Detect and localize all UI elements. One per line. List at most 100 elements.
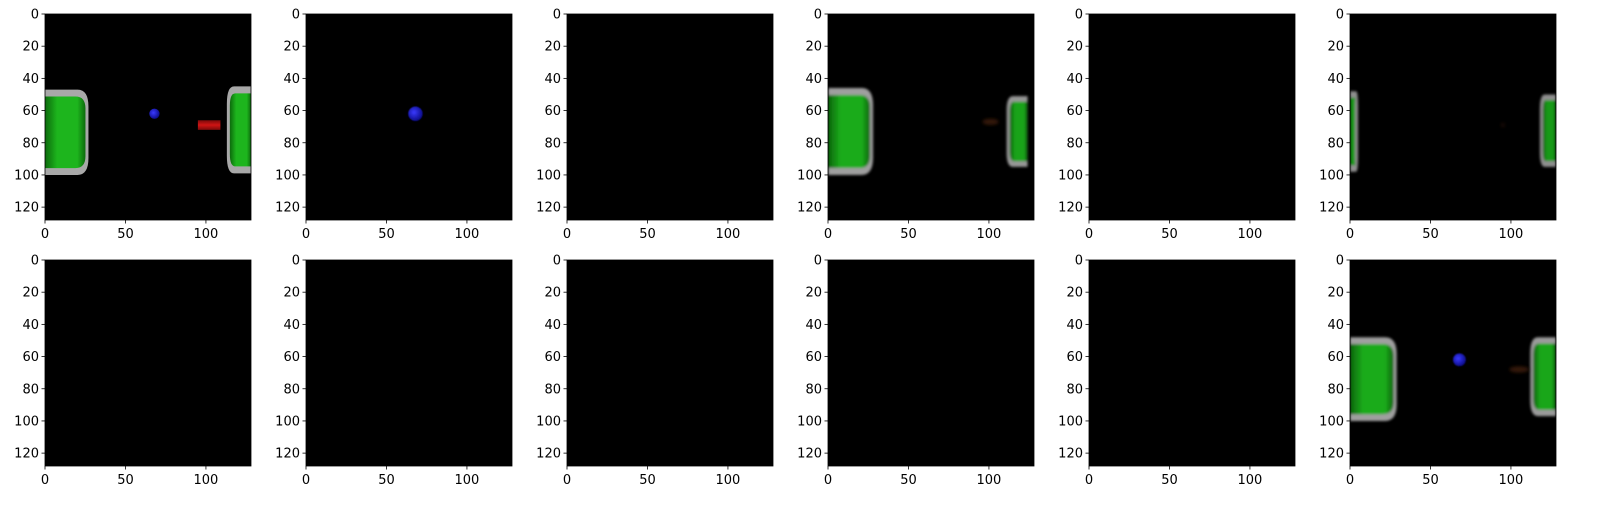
y-tick-label: 100 (1058, 168, 1083, 183)
x-tick-label: 0 (563, 227, 571, 242)
x-tick-label: 0 (41, 473, 49, 488)
x-tick-label: 0 (563, 473, 571, 488)
x-tick-label: 50 (900, 473, 917, 488)
y-tick-label: 60 (283, 350, 300, 365)
green-cup-object (1350, 337, 1397, 421)
y-tick-label: 80 (283, 136, 300, 151)
y-tick-label: 20 (805, 286, 822, 301)
y-tick-label: 100 (1319, 414, 1344, 429)
y-tick-label: 20 (22, 40, 39, 55)
y-tick-label: 100 (797, 168, 822, 183)
image-background (1089, 14, 1295, 220)
x-tick-label: 100 (455, 473, 480, 488)
y-tick-label: 80 (544, 136, 561, 151)
x-tick-label: 100 (194, 473, 219, 488)
axes-frame (566, 259, 774, 467)
green-cup-object (1530, 337, 1556, 417)
x-tick-label: 0 (824, 473, 832, 488)
y-tick-label: 20 (1327, 286, 1344, 301)
x-tick-label: 50 (639, 473, 656, 488)
y-tick-label: 60 (1066, 104, 1083, 119)
y-tick-label: 20 (22, 286, 39, 301)
y-tick-label: 100 (14, 414, 39, 429)
x-tick-label: 0 (1085, 227, 1093, 242)
image-content (1350, 91, 1556, 172)
y-tick-label: 40 (805, 318, 822, 333)
y-tick-label: 80 (805, 136, 822, 151)
y-tick-label: 100 (14, 168, 39, 183)
y-tick-label: 40 (22, 318, 39, 333)
y-tick-label: 20 (1327, 40, 1344, 55)
y-tick-label: 20 (283, 40, 300, 55)
image-content (408, 106, 423, 122)
image-background (567, 260, 773, 466)
y-tick-label: 100 (275, 168, 300, 183)
image-background (828, 260, 1034, 466)
axes-frame (1088, 259, 1296, 467)
x-tick-label: 0 (302, 473, 310, 488)
x-tick-label: 100 (1238, 473, 1263, 488)
y-tick-label: 20 (1066, 40, 1083, 55)
image-background (45, 260, 251, 466)
blue-ball-object (149, 108, 160, 119)
green-cup-object (45, 89, 89, 175)
axes-frame (305, 13, 513, 221)
y-tick-label: 60 (1066, 350, 1083, 365)
y-tick-label: 120 (536, 201, 561, 216)
y-tick-label: 100 (536, 414, 561, 429)
image-content (828, 88, 1028, 175)
y-tick-label: 60 (283, 104, 300, 119)
axes-frame (305, 259, 513, 467)
y-tick-label: 100 (1058, 414, 1083, 429)
image-content (45, 86, 251, 175)
y-tick-label: 120 (1058, 447, 1083, 462)
x-tick-label: 50 (1422, 227, 1439, 242)
y-tick-label: 80 (544, 382, 561, 397)
y-tick-label: 100 (275, 414, 300, 429)
y-tick-label: 120 (14, 201, 39, 216)
axes-frame (566, 13, 774, 221)
y-tick-label: 0 (1336, 8, 1344, 23)
y-tick-label: 80 (805, 382, 822, 397)
y-tick-label: 100 (536, 168, 561, 183)
y-tick-label: 60 (1327, 104, 1344, 119)
y-tick-label: 20 (283, 286, 300, 301)
x-tick-label: 100 (716, 473, 741, 488)
axes-frame (827, 259, 1035, 467)
y-tick-label: 0 (1075, 8, 1083, 23)
y-tick-label: 20 (1066, 286, 1083, 301)
green-cup-object (828, 88, 874, 175)
y-tick-label: 120 (1319, 447, 1344, 462)
image-background (567, 14, 773, 220)
image-background (1350, 14, 1556, 220)
x-tick-label: 50 (639, 227, 656, 242)
x-tick-label: 50 (378, 473, 395, 488)
blue-ball-object (1453, 353, 1466, 367)
y-tick-label: 0 (31, 254, 39, 269)
axes-frame (1088, 13, 1296, 221)
y-tick-label: 0 (292, 8, 300, 23)
x-tick-label: 50 (117, 227, 134, 242)
y-tick-label: 120 (797, 201, 822, 216)
y-tick-label: 60 (805, 350, 822, 365)
y-tick-label: 40 (283, 318, 300, 333)
x-tick-label: 100 (1238, 227, 1263, 242)
y-tick-label: 80 (1066, 136, 1083, 151)
x-tick-label: 100 (1499, 473, 1524, 488)
y-tick-label: 0 (553, 8, 561, 23)
